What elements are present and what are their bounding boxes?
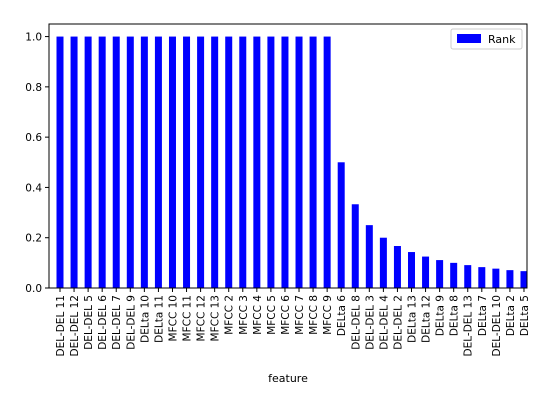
x-tick-label: DEL-DEL 10 xyxy=(491,295,503,356)
bar xyxy=(211,36,219,288)
x-tick-label: MFCC 13 xyxy=(210,295,222,341)
bar xyxy=(253,36,261,288)
x-tick-label: DELta 8 xyxy=(449,295,461,336)
x-tick-label: MFCC 6 xyxy=(280,295,292,335)
x-tick-label: DELta 11 xyxy=(153,295,165,343)
bar xyxy=(140,36,148,288)
bar xyxy=(351,204,359,288)
bar xyxy=(450,262,458,288)
x-tick-label: DEL-DEL 6 xyxy=(97,295,109,350)
bar xyxy=(520,271,528,288)
x-tick-label: DEL-DEL 4 xyxy=(378,295,390,350)
x-axis: DEL-DEL 11 DEL-DEL 12 DEL-DEL 5 DEL-DEL 6 DE… xyxy=(55,288,531,356)
bar xyxy=(281,36,289,288)
y-tick-label: 0.0 xyxy=(25,283,42,295)
bar xyxy=(225,36,233,288)
bar xyxy=(70,36,78,288)
bar xyxy=(408,252,415,288)
bar xyxy=(183,36,191,288)
bar xyxy=(84,36,92,288)
y-tick-label: 0.2 xyxy=(25,233,42,245)
x-tick-label: DEL-DEL 13 xyxy=(463,295,475,356)
x-tick-label: MFCC 2 xyxy=(224,295,236,335)
bar xyxy=(492,268,500,288)
x-tick-label: DEL-DEL 5 xyxy=(83,295,95,350)
x-tick-label: MFCC 8 xyxy=(308,295,320,335)
y-tick-label: 0.4 xyxy=(25,182,42,194)
x-tick-label: DELta 6 xyxy=(336,295,348,336)
bar xyxy=(436,260,444,288)
bar xyxy=(309,36,317,288)
legend: Rank xyxy=(450,28,523,50)
x-tick-label: DEL-DEL 9 xyxy=(125,295,137,350)
x-tick-label: DEL-DEL 11 xyxy=(55,295,67,356)
y-tick-label: 0.6 xyxy=(25,132,42,144)
x-tick-label: DELta 10 xyxy=(139,295,151,343)
bar xyxy=(197,36,205,288)
x-axis-label: feature xyxy=(268,372,308,385)
x-tick-label: MFCC 10 xyxy=(167,295,179,341)
bars-group xyxy=(56,36,528,288)
x-tick-label: DELta 13 xyxy=(407,295,419,343)
bar xyxy=(422,256,430,288)
x-tick-label: DEL-DEL 3 xyxy=(364,295,376,350)
bar xyxy=(323,36,331,288)
x-tick-label: DELta 5 xyxy=(519,295,531,336)
bar xyxy=(464,265,472,288)
bar xyxy=(379,237,387,288)
x-tick-label: MFCC 5 xyxy=(266,295,278,335)
bar xyxy=(478,267,486,288)
bar xyxy=(337,162,345,288)
bar xyxy=(267,36,275,288)
bar xyxy=(506,270,514,288)
y-axis: 0.0 0.2 0.4 0.6 0.8 1.0 xyxy=(25,32,49,295)
bar xyxy=(56,36,64,288)
legend-swatch-rank xyxy=(457,34,481,43)
y-tick-label: 1.0 xyxy=(25,32,42,44)
x-tick-label: MFCC 12 xyxy=(196,295,208,341)
bar xyxy=(239,36,247,288)
x-tick-label: DEL-DEL 2 xyxy=(392,295,404,350)
bar xyxy=(365,225,373,288)
plot-frame xyxy=(48,23,528,289)
bar xyxy=(168,36,176,288)
legend-label-rank: Rank xyxy=(488,33,516,46)
x-tick-label: DELta 12 xyxy=(421,295,433,343)
y-tick-label: 0.8 xyxy=(25,82,42,94)
x-tick-label: DELta 2 xyxy=(505,295,517,336)
x-tick-label: DEL-DEL 7 xyxy=(111,295,123,350)
x-tick-label: DELta 9 xyxy=(435,295,447,336)
bar xyxy=(126,36,134,288)
x-tick-label: DEL-DEL 12 xyxy=(69,295,81,356)
x-tick-label: MFCC 4 xyxy=(252,295,264,335)
bar xyxy=(393,246,401,288)
x-tick-label: DELta 7 xyxy=(477,295,489,336)
x-tick-label: MFCC 7 xyxy=(294,295,306,335)
bar xyxy=(98,36,106,288)
x-tick-label: MFCC 3 xyxy=(238,295,250,335)
bar xyxy=(154,36,162,288)
x-tick-label: DEL-DEL 8 xyxy=(350,295,362,350)
x-tick-label: MFCC 11 xyxy=(182,295,194,341)
x-tick-label: MFCC 9 xyxy=(322,295,334,335)
bar xyxy=(295,36,303,288)
bar xyxy=(112,36,120,288)
